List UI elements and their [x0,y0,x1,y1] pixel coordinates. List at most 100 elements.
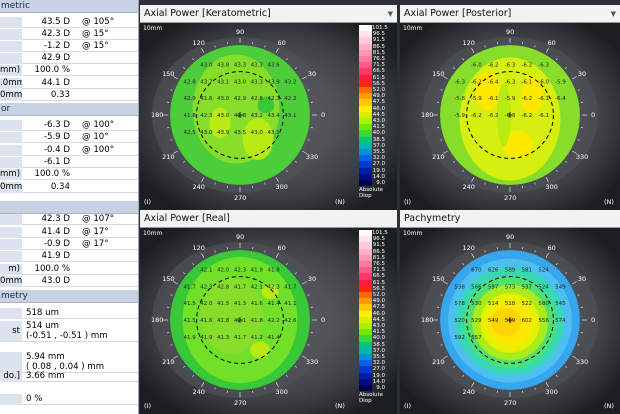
degree-label: 150 [162,69,175,78]
degree-label: 30 [307,69,317,78]
map-svg: 670 626 589 581 524 538 566 597 573 537 524 549 578 5… [400,228,620,414]
map-value-label: 42.2 [284,96,296,102]
dropdown-arrow-icon[interactable]: ▼ [610,10,616,18]
scale-step: 35.5 [359,354,385,361]
real-map[interactable]: 42.1 42.0 42.3 41.9 41.8 41.7 42.3 42.8 41.7 42.1… [140,228,397,414]
scale-value: 101.5 [372,230,388,236]
posterior-map[interactable]: -6.0 -6.2 -6.3 -6.2 -6.3 -6.3 -6.2 -6.4 -6.3 -6.1… [400,23,620,210]
degree-label: 120 [192,244,205,253]
scale-value: 35.5 [372,149,385,156]
keratometric-map[interactable]: 43.0 43.8 43.3 43.3 43.6 42.8 43.7 43.1 43.0 43.3… [140,23,397,210]
scale-value: 38.5 [372,136,385,143]
map-value-label: 42.6 [251,96,264,102]
map-value-label: 41.8 [251,318,264,324]
scale-step: 66.5 [359,68,385,75]
pachymetry-map[interactable]: 670 626 589 581 524 538 566 597 573 537 524 549 578 5… [400,228,620,414]
map-value-label: 41.9 [200,335,213,341]
degree-label: 210 [162,357,175,366]
scale-step: 27.0 [359,366,385,373]
eye-side-label: (I) [144,402,151,410]
scale-swatch [359,93,372,100]
scale-step: 46.0 [359,310,385,317]
map-value-label: 537 [522,284,533,290]
scale-step: 61.5 [359,74,385,81]
scale-value: 61.5 [372,279,385,286]
scale-step: 9.0 [359,180,385,187]
degree-label: 150 [432,274,445,283]
row-value: 41.9 D [41,251,70,261]
panel-title[interactable]: Axial Power [Real] [140,210,397,228]
scale-value: 61.5 [372,74,385,81]
map-value-label: 43.0 [217,113,230,119]
map-value-label: -6.2 [521,63,532,69]
map-value-label: -6.2 [471,113,482,119]
scale-value: 41.5 [372,329,385,336]
scale-value: 19.0 [372,167,385,174]
scale-swatch [359,167,372,174]
panel-axial-real[interactable]: Axial Power [Real] 42.1 42.0 42.3 41.9 41.8 4… [140,210,397,414]
row-value: 43.0 D [41,276,70,286]
map-value-label: 41.6 [200,96,213,102]
scale-step: 56.5 [359,80,385,88]
degree-label: 120 [462,244,475,253]
scale-swatch [359,323,372,330]
panel-title[interactable]: Axial Power [Posterior] ▼ [400,5,620,23]
degree-label: 0 [321,316,326,324]
map-value-label: 43.0 [234,79,247,85]
scale-step: 37.0 [359,347,385,355]
degree-label: 270 [234,194,247,202]
scale-step: 37.0 [359,142,385,150]
scale-step: 27.0 [359,161,385,168]
map-value-label: 657 [471,335,482,341]
panel-title[interactable]: Pachymetry [400,210,620,228]
map-value-label: 43.4 [267,113,280,119]
map-value-label: 524 [538,268,549,274]
scale-swatch [359,273,372,280]
scale-swatch [359,335,372,342]
scale-value: 27.0 [372,366,385,373]
scale-step: 101.5 [359,230,388,237]
row-value: -6.3 D [43,120,70,130]
degree-label: 90 [236,233,245,241]
row-label [0,214,22,225]
degree-label: 90 [506,233,515,241]
map-value-label: 41.9 [183,335,196,341]
degree-label: 300 [545,182,558,191]
row-value: -5.9 D [43,132,70,142]
map-value-label: 522 [522,301,533,307]
scale-swatch [359,49,372,56]
scale-value: 41.5 [372,124,385,131]
map-svg: 43.0 43.8 43.3 43.3 43.642.8 43.7 43.1 43.0 43.3… [140,23,397,210]
map-value-label: 524 [538,284,549,290]
scale-step: 56.5 [359,285,385,293]
row-value: 0.34 [50,182,70,192]
panel-axial-keratometric[interactable]: Axial Power [Keratometric] ▼ 43.0 43.8 43.… [140,5,397,210]
scale-swatch [359,136,372,143]
scale-caption: Absolute [359,392,384,399]
map-value-label: 42.3 [267,96,280,102]
degree-label: 30 [307,274,317,283]
map-value-label: 41.6 [200,318,213,324]
eye-side-label: (N) [335,402,345,410]
row-axis: @ 100° [82,145,115,155]
table-row: 41.4 D @ 17° [0,227,138,238]
row-value: 100.0 % [34,264,71,274]
scale-swatch [359,56,372,63]
degree-label: 210 [432,152,445,161]
panel-title[interactable]: Axial Power [Keratometric] ▼ [140,5,397,23]
panel-pachymetry[interactable]: Pachymetry 670 626 589 581 524 538 566 597 573 53… [400,210,620,414]
row-value: 44.1 D [41,78,70,88]
panel-axial-posterior[interactable]: Axial Power [Posterior] ▼ -6.0 -6.2 -6.3 -6… [400,5,620,210]
map-value-label: 573 [505,284,516,290]
scale-value: 76.5 [372,261,385,268]
degree-label: 180 [421,316,434,324]
eye-side-label: (I) [404,402,411,410]
map-value-label: -6.3 [454,79,465,85]
degree-label: 180 [151,316,164,324]
table-row: 43.5 D @ 105° [0,17,138,28]
degree-label: 60 [547,244,556,253]
map-value-label: 41.3 [217,335,230,341]
scale-swatch [359,142,372,150]
map-value-label: 602 [522,318,533,324]
dropdown-arrow-icon[interactable]: ▼ [387,10,393,18]
